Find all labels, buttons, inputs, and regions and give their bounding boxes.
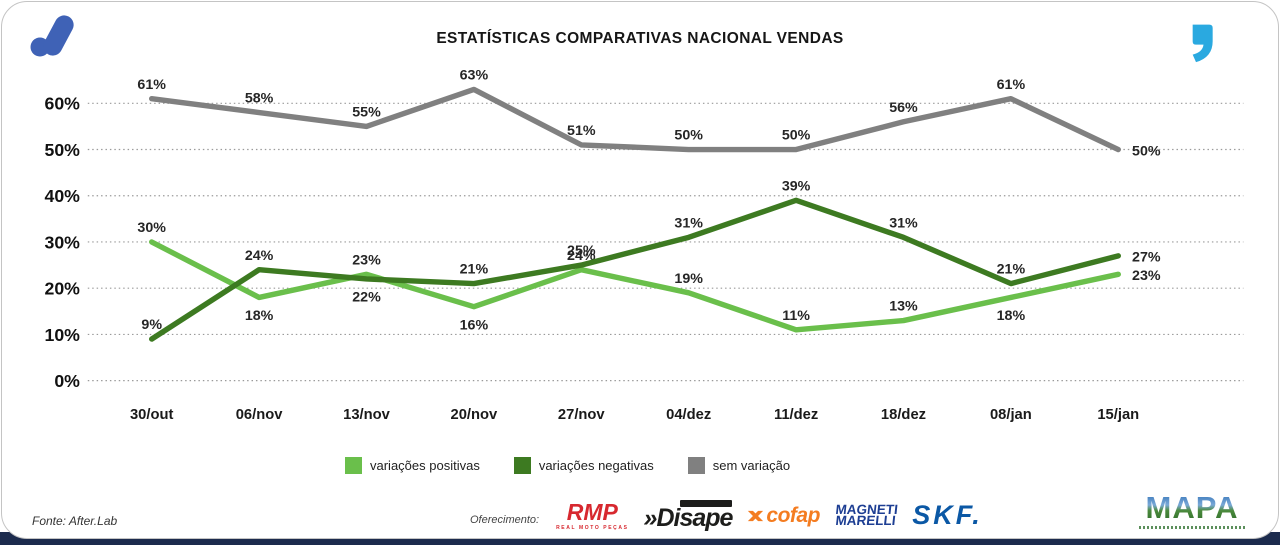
svg-text:20%: 20%	[45, 279, 81, 299]
svg-text:63%: 63%	[460, 68, 489, 84]
legend-label: variações negativas	[538, 458, 654, 473]
svg-text:61%: 61%	[997, 77, 1026, 93]
cofap-logo: cofap	[747, 504, 820, 528]
svg-text:51%: 51%	[567, 123, 596, 139]
svg-text:24%: 24%	[567, 248, 596, 264]
svg-text:18/dez: 18/dez	[881, 407, 926, 423]
magneti-marelli-logo: MAGNETI MARELLI	[834, 502, 899, 529]
svg-text:27/nov: 27/nov	[558, 407, 606, 423]
legend-label: variações positivas	[370, 458, 480, 473]
legend-swatch-sem-variacao	[687, 457, 705, 474]
svg-text:30/out: 30/out	[130, 407, 174, 423]
svg-text:30%: 30%	[45, 232, 81, 252]
rmp-logo: RMP REAL MOTO PEÇAS	[556, 498, 629, 531]
svg-text:0%: 0%	[54, 371, 80, 391]
disape-wordmark: »Disape	[643, 504, 734, 532]
svg-text:58%: 58%	[245, 91, 274, 107]
svg-text:21%: 21%	[997, 262, 1026, 278]
svg-text:23%: 23%	[1132, 268, 1161, 284]
legend-item-sem-variacao: sem variação	[687, 457, 791, 474]
svg-text:10%: 10%	[45, 325, 81, 345]
cofap-wordmark: cofap	[766, 503, 820, 527]
svg-text:18%: 18%	[245, 308, 274, 324]
magneti-line2: MARELLI	[834, 513, 897, 529]
svg-text:27%: 27%	[1132, 250, 1161, 266]
svg-text:11%: 11%	[782, 308, 810, 324]
svg-text:61%: 61%	[137, 77, 166, 93]
svg-text:13/nov: 13/nov	[343, 407, 391, 423]
svg-text:50%: 50%	[674, 128, 703, 144]
sponsors-row: Oferecimento: RMP REAL MOTO PEÇAS »Disap…	[470, 500, 983, 531]
svg-text:56%: 56%	[889, 100, 918, 116]
legend: variações positivas variações negativas …	[345, 457, 790, 474]
svg-text:30%: 30%	[137, 220, 166, 236]
skf-logo: SKF.	[912, 500, 983, 530]
disape-logo: »Disape	[644, 500, 733, 531]
svg-text:06/nov: 06/nov	[236, 407, 284, 423]
svg-text:13%: 13%	[889, 299, 918, 315]
svg-text:19%: 19%	[674, 271, 703, 287]
mapa-tagline	[1139, 526, 1245, 529]
legend-swatch-positivas	[345, 457, 362, 474]
mapa-logo: MAPA	[1139, 492, 1245, 529]
svg-text:11/dez: 11/dez	[774, 407, 818, 423]
svg-text:18%: 18%	[997, 308, 1026, 324]
source-note: Fonte: After.Lab	[32, 514, 118, 528]
svg-text:23%: 23%	[352, 252, 381, 268]
quote-icon	[1186, 22, 1216, 64]
svg-text:04/dez: 04/dez	[666, 407, 711, 423]
svg-text:31%: 31%	[889, 216, 918, 232]
svg-text:50%: 50%	[1132, 143, 1161, 159]
svg-text:16%: 16%	[460, 317, 489, 333]
legend-swatch-negativas	[513, 457, 531, 474]
cofap-x-icon	[748, 510, 764, 521]
rmp-subtitle: REAL MOTO PEÇAS	[556, 524, 629, 531]
legend-label: sem variação	[712, 458, 791, 473]
svg-text:39%: 39%	[782, 179, 811, 195]
svg-text:21%: 21%	[460, 262, 489, 278]
legend-item-negativas: variações negativas	[513, 457, 654, 474]
legend-item-positivas: variações positivas	[345, 457, 480, 474]
svg-text:22%: 22%	[352, 290, 381, 306]
a-mark-logo-icon	[29, 13, 79, 59]
svg-text:50%: 50%	[45, 140, 81, 160]
mapa-wordmark: MAPA	[1145, 490, 1239, 525]
svg-text:08/jan: 08/jan	[990, 407, 1032, 423]
rmp-wordmark: RMP	[566, 498, 618, 525]
sponsor-label: Oferecimento:	[470, 513, 540, 526]
svg-text:25%: 25%	[567, 243, 596, 259]
svg-text:9%: 9%	[141, 317, 162, 333]
svg-text:60%: 60%	[45, 94, 81, 114]
svg-text:15/jan: 15/jan	[1097, 407, 1139, 423]
page-title: ESTATÍSTICAS COMPARATIVAS NACIONAL VENDA…	[436, 30, 844, 47]
disape-badge	[680, 500, 733, 507]
svg-text:24%: 24%	[245, 248, 274, 264]
svg-text:55%: 55%	[352, 105, 381, 121]
svg-text:50%: 50%	[782, 128, 811, 144]
svg-text:31%: 31%	[674, 216, 703, 232]
svg-text:40%: 40%	[45, 186, 81, 206]
svg-text:20/nov: 20/nov	[451, 407, 499, 423]
